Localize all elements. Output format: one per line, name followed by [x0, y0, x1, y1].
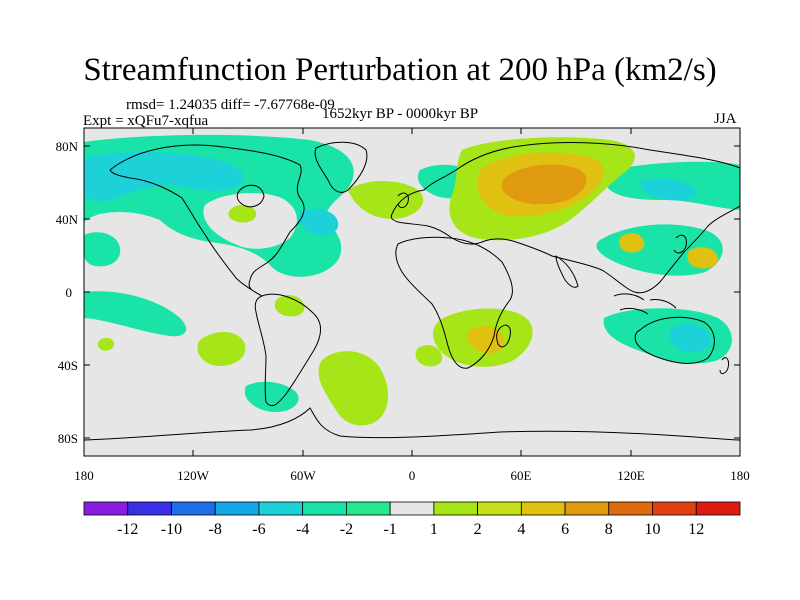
coastline-madagascar — [496, 324, 511, 348]
lon-ticks — [83, 128, 741, 456]
contour-region-tropical-pacific — [84, 291, 187, 337]
colorbar-label: -2 — [340, 521, 353, 538]
colorbar-labels: -12 -10 -8 -6 -4 -2 -1 1 2 4 6 8 10 12 — [117, 521, 704, 538]
lat-label-40s: 40S — [58, 358, 78, 373]
coastline-new-zealand — [719, 357, 729, 375]
colorbar-swatch — [564, 501, 610, 516]
contour-region-indian-ocean — [415, 345, 443, 367]
colorbar-swatch — [695, 501, 741, 516]
coastline-australia — [634, 316, 715, 364]
stats-line: rmsd= 1.24035 diff= -7.67768e-09 — [126, 97, 335, 113]
contour-field — [84, 128, 740, 456]
contour-region-north-atlantic — [348, 181, 424, 219]
contour-region-na-core2 — [299, 208, 339, 236]
lon-label-60e: 60E — [511, 468, 532, 483]
lon-label-180w: 180 — [74, 468, 94, 483]
contour-region-equatorial-pacific — [274, 295, 305, 317]
season-label: JJA — [714, 111, 737, 127]
colorbar-label: 4 — [517, 521, 525, 538]
colorbar-swatch — [477, 501, 522, 516]
colorbar-label: -12 — [117, 521, 138, 538]
colorbar-label: 12 — [688, 521, 704, 538]
coastline-japan — [673, 234, 687, 254]
coastline-india — [555, 255, 579, 288]
coastline-greenland — [314, 141, 368, 193]
colorbar-label: 10 — [645, 521, 661, 538]
colorbar-swatch — [608, 501, 653, 516]
colorbar-label: -4 — [296, 521, 309, 538]
contour-region-east-asia-yellow — [619, 233, 645, 253]
coastline-uk — [397, 192, 409, 209]
lon-label-180e: 180 — [730, 468, 750, 483]
contour-region-na-small-positive — [228, 204, 257, 223]
contour-region-sw-pacific — [197, 331, 246, 366]
coastline-hudson-bay — [236, 184, 265, 208]
colorbar-label: 6 — [561, 521, 569, 538]
contour-region-na-core — [84, 152, 244, 202]
contour-region-south-america — [244, 381, 299, 412]
experiment-label: Expt = xQFu7-xqfua — [83, 113, 209, 129]
colorbar-swatch — [345, 501, 391, 516]
lat-label-80s: 80S — [58, 431, 78, 446]
colorbar-label: 1 — [430, 521, 438, 538]
coastline-south-america — [254, 293, 321, 407]
colorbar-label: 2 — [474, 521, 482, 538]
chart-title: Streamfunction Perturbation at 200 hPa (… — [83, 52, 717, 88]
contour-region-japan-east-yellow — [687, 247, 719, 269]
colorbar-swatch — [171, 501, 216, 516]
colorbar-label: -1 — [383, 521, 396, 538]
colorbar-swatch — [520, 501, 566, 516]
lon-label-120e: 120E — [617, 468, 645, 483]
contour-region-west-lat40 — [84, 232, 121, 267]
coastline-africa — [395, 236, 513, 369]
lat-label-80n: 80N — [56, 139, 79, 154]
coastline-antarctica — [84, 407, 740, 441]
colorbar-swatch — [127, 501, 172, 516]
lat-label-40n: 40N — [56, 212, 79, 227]
colorbar-swatch — [652, 501, 697, 516]
colorbar-swatch — [258, 501, 304, 516]
colorbar-swatch — [389, 501, 435, 516]
colorbar-label: -10 — [161, 521, 182, 538]
lat-ticks — [84, 145, 740, 439]
colorbar-swatch — [214, 501, 260, 516]
coastline-indonesia — [613, 293, 677, 315]
colorbar-swatch — [433, 501, 479, 516]
contour-region-eurasia-orange — [501, 164, 587, 205]
lon-label-0: 0 — [409, 468, 416, 483]
contour-region-australia-core — [669, 323, 711, 353]
colorbar-swatch — [83, 501, 129, 516]
coastline-north-america — [109, 144, 305, 297]
contour-region-south-atlantic — [318, 351, 389, 426]
colorbar — [83, 501, 741, 516]
lon-label-60w: 60W — [290, 468, 316, 483]
contour-region-africa-yellow — [466, 325, 505, 354]
lon-labels: 180 120W 60W 0 60E 120E 180 — [74, 468, 750, 483]
colorbar-label: 8 — [605, 521, 613, 538]
contour-region-far-west-small — [97, 337, 114, 351]
lat-labels: 80N 40N 0 40S 80S — [56, 139, 79, 446]
contour-region-siberia-east-core — [640, 178, 697, 201]
colorbar-label: -8 — [209, 521, 222, 538]
period-label: 1652kyr BP - 0000kyr BP — [322, 106, 479, 122]
lon-label-120w: 120W — [177, 468, 210, 483]
colorbar-label: -6 — [252, 521, 265, 538]
colorbar-swatch — [302, 501, 347, 516]
lat-label-0: 0 — [66, 285, 73, 300]
coastlines — [84, 141, 740, 441]
